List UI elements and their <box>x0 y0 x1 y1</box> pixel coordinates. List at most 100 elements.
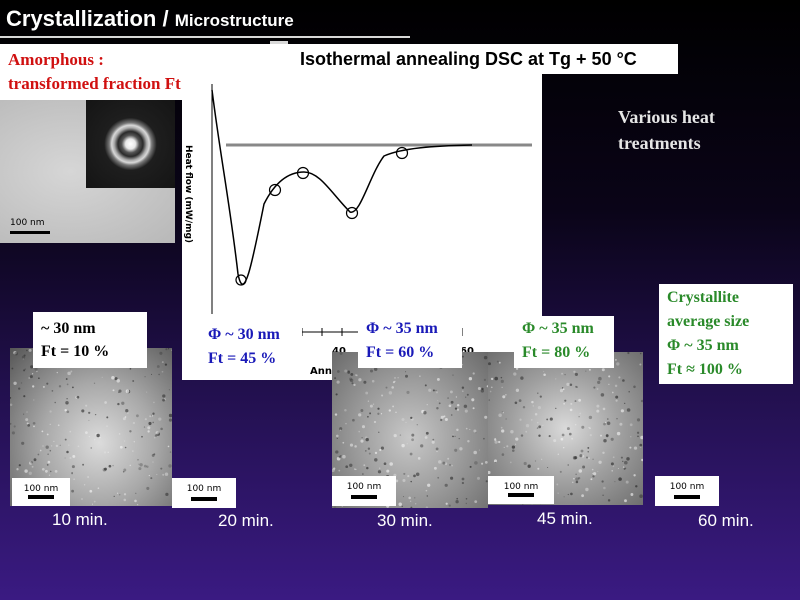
tem-particle <box>49 423 51 425</box>
tem-particle <box>18 464 21 467</box>
tem-particle <box>32 421 36 425</box>
tem-particle <box>101 376 103 378</box>
tem-particle <box>144 375 146 378</box>
tem-particle <box>114 377 118 381</box>
label-60min-size: Φ ~ 35 nm <box>667 337 739 354</box>
tem-particle <box>605 434 609 438</box>
tem-particle <box>602 407 606 411</box>
tem-particle <box>162 398 166 402</box>
tem-particle <box>512 449 515 452</box>
tem-particle <box>395 479 399 483</box>
tem-particle <box>97 487 100 490</box>
tem-particle <box>369 404 373 408</box>
tem-particle <box>473 429 477 433</box>
tem-particle <box>352 418 355 422</box>
tem-particle <box>581 494 584 498</box>
tem-particle <box>148 474 150 477</box>
tem-particle <box>420 444 424 448</box>
tem-particle <box>475 432 477 434</box>
tem-particle <box>541 458 543 460</box>
tem-particle <box>483 437 485 440</box>
tem-particle <box>537 467 540 470</box>
tem-particle <box>501 429 505 433</box>
tem-particle <box>515 367 519 370</box>
tem-particle <box>113 495 115 498</box>
tem-particle <box>415 472 420 477</box>
tem-particle <box>339 352 343 355</box>
tem-particle <box>616 431 621 436</box>
tem-particle <box>135 414 139 418</box>
tem-particle <box>476 476 481 480</box>
tem-particle <box>510 429 514 434</box>
tem-particle <box>373 367 378 371</box>
tem-particle <box>454 435 456 438</box>
tem-particle <box>416 423 419 426</box>
tem-particle <box>154 434 158 437</box>
tem-particle <box>592 473 594 475</box>
tem-particle <box>377 407 380 410</box>
tem-particle <box>71 472 73 474</box>
tem-particle <box>337 370 340 373</box>
tem-particle <box>10 422 12 425</box>
tem-particle <box>31 373 34 375</box>
tem-particle <box>445 502 448 505</box>
tem-particle <box>588 457 590 460</box>
tem-particle <box>361 436 363 439</box>
tem-particle <box>571 437 574 440</box>
tem-particle <box>398 502 402 507</box>
tem-particle <box>374 458 378 462</box>
tem-particle <box>66 410 70 414</box>
tem-particle <box>383 462 387 466</box>
tem-particle <box>388 409 391 412</box>
tem-particle <box>360 439 364 443</box>
label-10min-size: ~ 30 nm <box>41 320 96 337</box>
tem-particle <box>415 503 417 505</box>
tem-particle <box>607 418 609 420</box>
tem-particle <box>90 447 92 449</box>
scale-bar-60min <box>674 495 700 499</box>
tem-particle <box>377 470 382 474</box>
tem-particle <box>111 376 115 380</box>
tem-particle <box>334 506 336 508</box>
tem-particle <box>435 389 437 392</box>
tem-particle <box>548 435 551 438</box>
tem-particle <box>633 474 636 477</box>
tem-particle <box>589 427 591 430</box>
tem-particle <box>520 376 524 380</box>
tem-particle <box>602 494 604 496</box>
tem-particle <box>18 387 21 390</box>
tem-particle <box>394 380 396 383</box>
label-box-30min: Φ ~ 35 nm Ft = 60 % <box>358 316 462 368</box>
tem-particle <box>53 440 55 442</box>
tem-particle <box>150 414 152 416</box>
tem-particle <box>455 500 459 504</box>
tem-particle <box>28 461 33 465</box>
tem-particle <box>392 405 395 408</box>
tem-particle <box>129 464 132 467</box>
tem-particle <box>500 376 503 379</box>
tem-particle <box>462 364 464 366</box>
label-box-20min: Φ ~ 30 nm Ft = 45 % <box>200 320 302 376</box>
tem-particle <box>349 463 353 467</box>
tem-particle <box>630 493 634 496</box>
tem-particle <box>459 447 463 451</box>
tem-particle <box>31 465 34 468</box>
tem-particle <box>488 362 491 366</box>
dsc-marker-10min <box>235 274 247 286</box>
dsc-title: Isothermal annealing DSC at Tg + 50 °C <box>294 44 678 74</box>
tem-particle <box>144 418 147 421</box>
tem-particle <box>577 476 581 480</box>
label-20min-fraction: Ft = 45 % <box>208 350 277 367</box>
tem-particle <box>442 461 446 465</box>
tem-particle <box>153 401 155 404</box>
tem-particle <box>536 427 539 429</box>
tem-particle <box>607 499 611 502</box>
tem-particle <box>636 431 640 434</box>
tem-particle <box>444 462 448 465</box>
tem-particle <box>45 445 49 449</box>
tem-particle <box>411 433 415 437</box>
tem-particle <box>23 413 25 415</box>
tem-particle <box>71 386 74 389</box>
tem-particle <box>401 417 405 422</box>
tem-particle <box>578 416 580 418</box>
